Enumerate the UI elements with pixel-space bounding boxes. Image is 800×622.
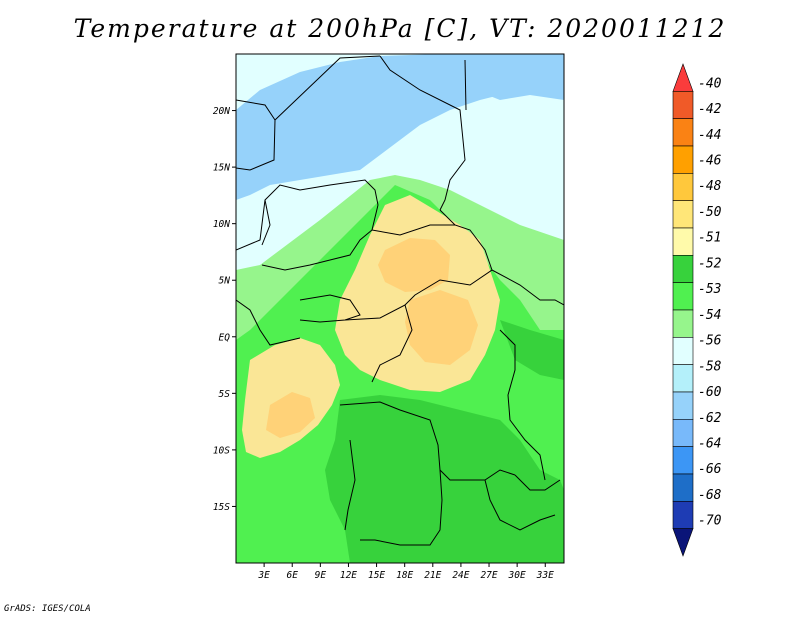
colorbar-segment <box>672 501 694 529</box>
colorbar-segment <box>672 528 694 557</box>
band-48-fill-n <box>378 238 450 292</box>
colorbar-label: -60 <box>698 385 722 400</box>
band-56-fill-ne <box>470 56 564 100</box>
lon-tick-label: 6E <box>287 570 299 581</box>
lat-tick-label: 15N <box>213 163 230 174</box>
colorbar-segment <box>672 255 694 283</box>
colorbar-label: -66 <box>698 462 722 477</box>
band-48-fill-c <box>405 290 478 365</box>
lon-tick-label: 3E <box>257 570 270 581</box>
colorbar-segment <box>672 63 694 92</box>
colorbar-label: -64 <box>698 436 721 451</box>
lat-tick-label: 15S <box>213 502 230 513</box>
lat-tick-label: 5S <box>219 389 231 400</box>
lat-tick-label: 20N <box>213 106 230 117</box>
colorbar-label: -53 <box>698 282 721 297</box>
colorbar-segment <box>672 309 694 338</box>
colorbar: -40 -42 -44 -46 -48 -50 -51 -52 -53 -54 -56 -58 -60 -… <box>672 63 722 557</box>
colorbar-segment <box>672 419 694 447</box>
band-51-fill-east <box>500 320 564 380</box>
colorbar-label: -44 <box>698 128 721 143</box>
lon-tick-label: 27E <box>480 570 497 581</box>
colorbar-segment <box>672 282 694 311</box>
colorbar-segment <box>672 173 694 201</box>
colorbar-segment <box>672 446 694 475</box>
credit-text: GrADS: IGES/COLA <box>4 604 91 614</box>
lat-tick-label: EQ <box>219 332 231 343</box>
colorbar-segment <box>672 391 694 420</box>
colorbar-segment <box>672 227 694 256</box>
page-title: Temperature at 200hPa [C], VT: 202001121… <box>73 14 727 43</box>
temperature-field <box>236 54 564 563</box>
colorbar-segment <box>672 337 694 365</box>
colorbar-segment <box>672 473 694 502</box>
map-frame <box>235 53 565 564</box>
colorbar-label: -51 <box>698 231 721 246</box>
colorbar-segment <box>672 91 694 119</box>
colorbar-label: -70 <box>698 514 722 529</box>
colorbar-label: -50 <box>698 205 722 220</box>
colorbar-label: -52 <box>698 256 722 271</box>
colorbar-label: -40 <box>698 76 722 91</box>
colorbar-label: -54 <box>698 308 721 323</box>
lon-tick-label: 33E <box>536 570 554 581</box>
colorbar-segment <box>672 200 694 229</box>
lat-tick-label: 5N <box>219 276 231 287</box>
lon-tick-label: 15E <box>368 570 385 581</box>
colorbar-label: -58 <box>698 359 722 374</box>
lat-tick-label: 10S <box>213 445 230 456</box>
latitude-axis: 20N 15N 10N 5N EQ 5S 10S 15S <box>213 106 236 513</box>
lon-tick-label: 12E <box>340 570 357 581</box>
colorbar-segment <box>672 145 694 174</box>
colorbar-label: -56 <box>698 334 722 349</box>
colorbar-label: -68 <box>698 488 722 503</box>
colorbar-label: -46 <box>698 154 722 169</box>
lat-tick-label: 10N <box>213 219 230 230</box>
colorbar-segment <box>672 118 694 147</box>
colorbar-label: -62 <box>698 411 722 426</box>
colorbar-label: -42 <box>698 102 722 117</box>
longitude-axis: 3E 6E 9E 12E 15E 18E 21E 24E 27E 30E 33E <box>257 563 554 581</box>
lon-tick-label: 18E <box>396 570 413 581</box>
band-51-fill <box>325 395 564 563</box>
lon-tick-label: 24E <box>452 570 469 581</box>
lon-tick-label: 21E <box>424 570 441 581</box>
lon-tick-label: 9E <box>315 570 327 581</box>
band-48-fill-sw <box>266 392 315 438</box>
colorbar-segment <box>672 364 694 393</box>
lon-tick-label: 30E <box>508 570 526 581</box>
country-borders <box>236 55 564 546</box>
colorbar-label: -48 <box>698 179 722 194</box>
